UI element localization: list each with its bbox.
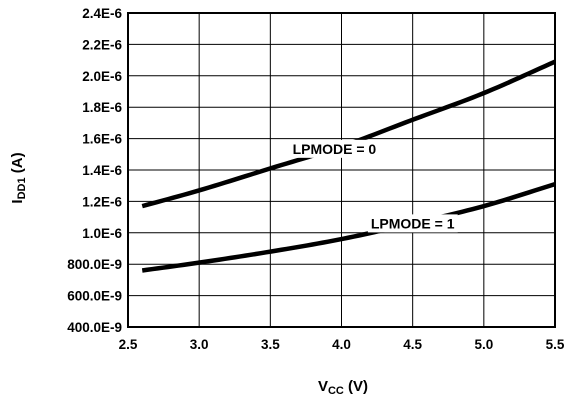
y-tick-label: 600.0E-9 bbox=[67, 289, 122, 304]
y-tick-label: 2.4E-6 bbox=[82, 6, 122, 21]
x-tick-label: 4.5 bbox=[403, 337, 422, 352]
x-tick-labels: 2.5 3.0 3.5 4.0 4.5 5.0 5.5 bbox=[119, 337, 565, 352]
curves bbox=[141, 59, 556, 273]
y-tick-label: 400.0E-9 bbox=[67, 320, 122, 335]
y-tick-label: 800.0E-9 bbox=[67, 257, 122, 272]
y-tick-label: 1.0E-6 bbox=[82, 226, 122, 241]
y-tick-labels: 400.0E-9 600.0E-9 800.0E-9 1.0E-6 1.2E-6 1.4E… bbox=[67, 6, 122, 335]
x-axis-label: VCC (V) bbox=[318, 378, 368, 397]
x-tick-label: 3.5 bbox=[261, 337, 280, 352]
y-tick-label: 1.8E-6 bbox=[82, 100, 122, 115]
series-line-1 bbox=[141, 181, 556, 273]
y-tick-label: 2.2E-6 bbox=[82, 37, 122, 52]
y-tick-label: 1.6E-6 bbox=[82, 132, 122, 147]
y-tick-label: 1.2E-6 bbox=[82, 194, 122, 209]
y-tick-label: 2.0E-6 bbox=[82, 69, 122, 84]
plot-frame bbox=[127, 12, 556, 328]
x-tick-label: 4.0 bbox=[332, 337, 351, 352]
grid-lines bbox=[127, 12, 556, 328]
annotations: LPMODE = 0 LPMODE = 1 bbox=[289, 139, 458, 233]
y-tick-label: 1.4E-6 bbox=[82, 163, 122, 178]
y-axis-label: IDD1 (A) bbox=[9, 152, 28, 203]
x-tick-label: 5.0 bbox=[474, 337, 493, 352]
x-tick-label: 3.0 bbox=[190, 337, 209, 352]
curve-label-1: LPMODE = 1 bbox=[367, 214, 458, 233]
curve-label-0: LPMODE = 0 bbox=[289, 139, 380, 158]
curve-label-background bbox=[289, 139, 380, 158]
x-tick-label: 2.5 bbox=[119, 337, 138, 352]
curve-label-text: LPMODE = 0 bbox=[293, 141, 377, 157]
curve-label-text: LPMODE = 1 bbox=[371, 215, 455, 231]
x-tick-label: 5.5 bbox=[546, 337, 565, 352]
curve-label-background bbox=[367, 214, 458, 233]
series-line-0 bbox=[141, 59, 556, 209]
